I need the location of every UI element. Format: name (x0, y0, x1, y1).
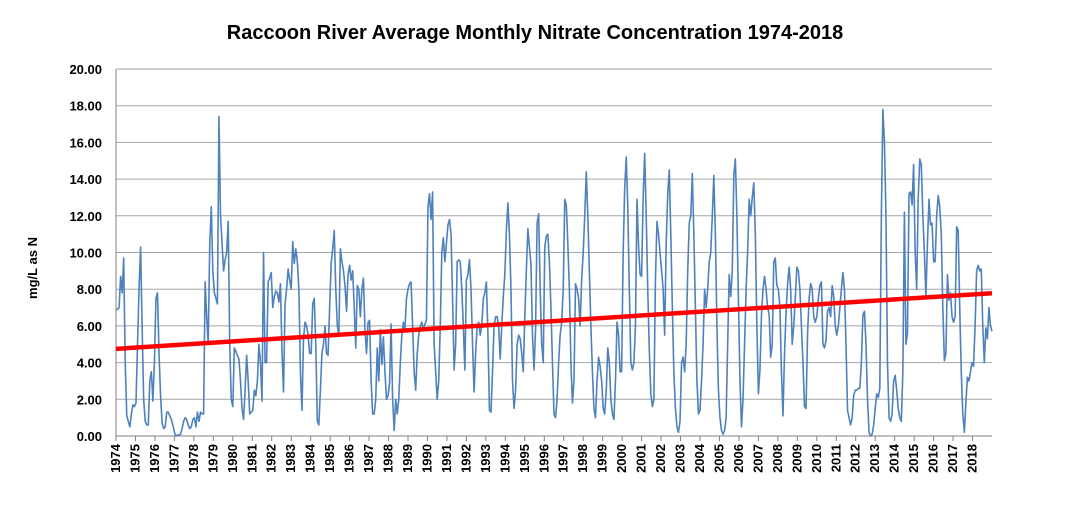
x-tick-label: 1998 (575, 444, 590, 473)
x-tick-label: 2011 (828, 444, 843, 472)
x-tick-label: 1977 (166, 444, 181, 473)
x-tick-label: 1989 (400, 444, 415, 473)
y-tick-label: 4.00 (77, 356, 102, 371)
x-tick-label: 1981 (244, 444, 259, 473)
x-tick-label: 1983 (283, 444, 298, 473)
nitrate-series-line (116, 108, 993, 437)
y-tick-label: 12.00 (69, 209, 102, 224)
y-tick-label: 20.00 (69, 62, 102, 77)
x-tick-label: 1991 (439, 444, 454, 473)
x-tick-label: 1975 (127, 444, 142, 473)
x-tick-label: 1994 (497, 443, 512, 473)
x-tick-label: 1996 (536, 444, 551, 473)
x-tick-label: 2008 (770, 444, 785, 473)
x-tick-label: 2003 (673, 444, 688, 473)
x-tick-label: 1976 (147, 444, 162, 473)
x-tick-label: 2018 (965, 444, 980, 473)
y-tick-label: 14.00 (69, 172, 102, 187)
x-tick-label: 1997 (556, 444, 571, 473)
x-tick-label: 1988 (381, 444, 396, 473)
x-tick-label: 2000 (614, 444, 629, 473)
y-tick-label: 2.00 (77, 392, 102, 407)
x-tick-label: 2006 (731, 444, 746, 473)
x-tick-label: 1999 (595, 444, 610, 473)
x-tick-label: 2002 (653, 444, 668, 473)
x-tick-label: 1993 (478, 444, 493, 473)
x-axis-ticks: 1974 1975 1976 1977 1978 1979 1980 1981 1982 1983… (108, 436, 980, 473)
y-tick-label: 16.00 (69, 135, 102, 150)
x-tick-label: 2001 (634, 444, 649, 473)
x-tick-label: 1990 (419, 444, 434, 473)
x-tick-label: 2005 (711, 444, 726, 473)
y-tick-label: 8.00 (77, 282, 102, 297)
x-tick-label: 1987 (361, 444, 376, 473)
x-tick-label: 1982 (264, 444, 279, 473)
x-tick-label: 2004 (692, 443, 707, 473)
x-tick-label: 1980 (225, 444, 240, 473)
x-tick-label: 2010 (809, 444, 824, 473)
x-tick-label: 2007 (750, 444, 765, 473)
x-tick-label: 2015 (906, 444, 921, 473)
y-tick-label: 18.00 (69, 99, 102, 114)
grid-lines (116, 68, 992, 400)
y-axis-ticks: 0.00 2.00 4.00 6.00 8.00 10.00 12.00 14.00 16.00… (69, 62, 102, 444)
x-tick-label: 1978 (186, 444, 201, 473)
x-tick-label: 2017 (945, 444, 960, 473)
chart-title: Raccoon River Average Monthly Nitrate Co… (227, 22, 843, 44)
x-tick-label: 2014 (887, 443, 902, 473)
trend-line (115, 290, 993, 352)
y-axis-label: mg/L as N (25, 237, 40, 299)
y-tick-label: 10.00 (69, 246, 102, 261)
x-tick-label: 1985 (322, 444, 337, 473)
y-tick-label: 6.00 (77, 319, 102, 334)
x-tick-label: 1995 (517, 444, 532, 473)
x-tick-label: 1974 (108, 443, 123, 473)
x-tick-label: 1986 (342, 444, 357, 473)
y-tick-label: 0.00 (77, 429, 102, 444)
x-tick-label: 1979 (205, 444, 220, 473)
x-tick-label: 2016 (926, 444, 941, 473)
x-tick-label: 1984 (303, 443, 318, 473)
x-tick-label: 1992 (458, 444, 473, 473)
x-tick-label: 2013 (867, 444, 882, 473)
x-tick-label: 2009 (789, 444, 804, 473)
x-tick-label: 2012 (848, 444, 863, 473)
